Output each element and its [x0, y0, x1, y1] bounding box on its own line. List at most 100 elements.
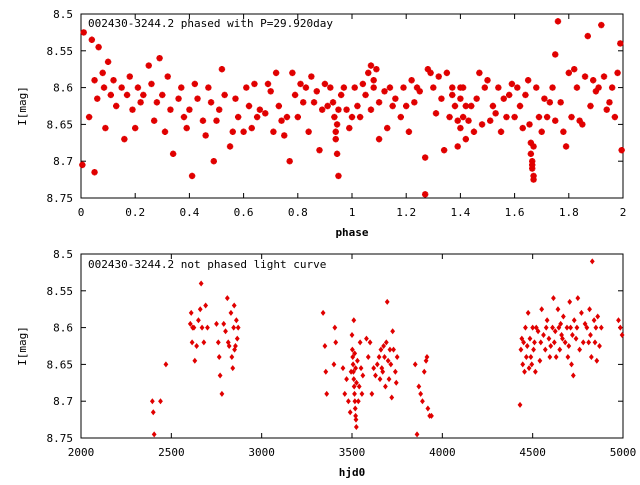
data-point	[449, 91, 456, 99]
data-point	[511, 113, 518, 121]
data-point	[566, 343, 572, 349]
data-point	[541, 331, 546, 338]
data-point	[379, 365, 385, 372]
data-point	[262, 110, 269, 117]
data-point	[352, 350, 358, 357]
data-point	[535, 113, 543, 121]
data-point	[386, 376, 392, 383]
data-point	[164, 73, 171, 80]
data-point	[332, 128, 339, 135]
data-point	[589, 77, 597, 84]
data-point	[350, 354, 356, 361]
data-point	[421, 154, 429, 161]
data-point	[300, 99, 307, 106]
data-point	[340, 84, 348, 91]
data-point	[382, 354, 387, 361]
data-point	[424, 66, 432, 73]
data-point	[451, 102, 459, 110]
data-point	[198, 280, 204, 287]
data-point	[414, 431, 420, 438]
data-point	[354, 102, 361, 110]
data-point	[291, 91, 299, 99]
data-point	[405, 128, 413, 135]
data-point	[495, 84, 502, 91]
data-point	[418, 390, 424, 397]
data-point	[390, 328, 396, 335]
data-point	[367, 62, 375, 69]
data-point	[416, 383, 422, 390]
data-point	[217, 372, 223, 379]
data-point	[579, 309, 584, 316]
x-tick-label: 1	[349, 206, 356, 219]
data-point	[435, 73, 442, 80]
data-point	[327, 84, 334, 91]
data-point	[335, 172, 342, 180]
data-point	[267, 88, 274, 95]
data-point	[360, 372, 366, 379]
data-point	[333, 339, 339, 346]
data-point	[546, 99, 554, 106]
data-point	[443, 69, 451, 77]
data-point	[603, 106, 610, 113]
data-point	[522, 368, 527, 375]
data-point	[573, 335, 579, 342]
data-point	[454, 117, 461, 124]
data-point	[226, 143, 234, 150]
data-point	[344, 376, 349, 383]
data-point	[85, 113, 93, 121]
data-point	[577, 346, 583, 353]
data-point	[370, 77, 377, 84]
data-point	[240, 128, 247, 135]
data-point	[230, 365, 236, 372]
data-point	[187, 320, 193, 327]
data-point	[542, 346, 548, 353]
data-point	[322, 343, 328, 349]
data-point	[324, 102, 331, 110]
data-point	[337, 91, 345, 99]
data-point	[358, 365, 364, 372]
data-point	[588, 354, 594, 361]
data-point	[518, 346, 524, 353]
y-tick-label: 8.75	[47, 192, 74, 205]
x-tick-label: 4500	[519, 446, 546, 459]
data-point	[516, 102, 524, 110]
data-point	[462, 102, 470, 110]
data-point	[233, 317, 239, 324]
data-point	[552, 328, 558, 335]
data-point	[231, 302, 237, 309]
data-point	[324, 390, 330, 397]
data-point	[158, 398, 163, 405]
data-point	[529, 161, 536, 169]
data-point	[175, 95, 182, 102]
data-point	[531, 346, 536, 353]
data-point	[353, 416, 359, 423]
data-point	[332, 135, 339, 143]
data-point	[580, 339, 586, 346]
data-point	[353, 412, 359, 419]
data-point	[191, 80, 199, 88]
data-point	[159, 91, 166, 99]
data-point	[408, 77, 415, 84]
data-point	[320, 309, 326, 316]
data-point	[313, 88, 320, 95]
data-point	[355, 398, 361, 405]
data-point	[478, 121, 486, 128]
data-point	[588, 331, 593, 338]
data-point	[305, 128, 312, 135]
data-point	[356, 113, 364, 121]
data-point	[430, 84, 437, 91]
data-point	[608, 84, 616, 91]
data-point	[356, 383, 362, 390]
data-point	[354, 379, 359, 386]
data-point	[248, 124, 255, 132]
data-point	[118, 84, 125, 91]
data-point	[438, 95, 445, 102]
data-point	[221, 91, 228, 99]
data-point	[345, 398, 351, 405]
data-point	[216, 354, 222, 361]
x-tick-label: 0.6	[234, 206, 254, 219]
data-point	[350, 361, 356, 368]
y-tick-label: 8.65	[47, 118, 74, 131]
data-point	[565, 69, 572, 77]
data-point	[369, 390, 375, 397]
